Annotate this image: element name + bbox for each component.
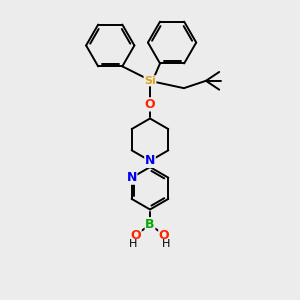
Text: N: N [145, 154, 155, 167]
Text: N: N [127, 171, 137, 184]
Text: O: O [159, 229, 170, 242]
Text: H: H [162, 239, 171, 249]
Text: O: O [145, 98, 155, 111]
Text: O: O [130, 229, 141, 242]
Text: Si: Si [144, 76, 156, 86]
Text: H: H [129, 239, 138, 249]
Text: B: B [145, 218, 155, 231]
